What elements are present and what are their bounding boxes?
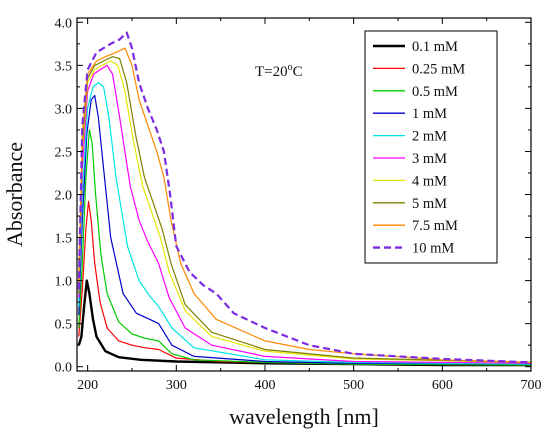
series-line (78, 129, 532, 366)
series-line (77, 31, 532, 364)
y-tick-label: 4.0 (55, 16, 73, 31)
legend-label: 2 mM (412, 129, 447, 145)
temperature-annotation: T=20oC (255, 62, 303, 80)
legend-label: 3 mM (412, 151, 447, 167)
temperature-annotation-base: T=20 (255, 64, 288, 80)
y-tick-label: 0.5 (55, 318, 73, 333)
legend-label: 0.1 mM (412, 39, 458, 55)
legend-label: 4 mM (412, 173, 447, 189)
y-tick-label: 3.0 (55, 102, 73, 117)
y-axis-title: Absorbance (2, 142, 27, 247)
y-tick-label: 2.0 (55, 189, 73, 204)
y-tick-label: 0.0 (55, 361, 73, 376)
series-line (78, 64, 532, 364)
temperature-annotation-sup: o (288, 62, 293, 73)
x-tick-label: 500 (343, 378, 364, 393)
plot-lines (77, 31, 532, 367)
legend: 0.1 mM 0.25 mM 0.5 mM 1 mM 2 mM 3 mM 4 mM 5 mM 7… (364, 30, 498, 264)
x-tick-label: 600 (432, 378, 453, 393)
y-tick-label: 1.5 (55, 232, 73, 247)
series-line (78, 60, 532, 363)
legend-box (364, 30, 498, 264)
x-tick-label: 700 (521, 378, 542, 393)
axis-ticks: 200 300 400 500 600 700 0.0 0.5 1.0 1.5 2.0 2.5 3.0 3… (55, 16, 542, 393)
x-tick-label: 400 (254, 378, 275, 393)
y-tick-label: 3.5 (55, 59, 73, 74)
series-line (78, 94, 532, 365)
series-line (78, 56, 532, 363)
legend-label: 0.5 mM (412, 84, 458, 100)
y-tick-label: 2.5 (55, 145, 73, 160)
x-axis-title: wavelength [nm] (229, 404, 379, 429)
legend-label: 1 mM (412, 106, 447, 122)
y-tick-label: 1.0 (55, 275, 73, 290)
series-line (78, 47, 532, 363)
series-line (78, 81, 532, 365)
series-line (77, 279, 531, 367)
x-tick-label: 200 (77, 378, 98, 393)
x-tick-label: 300 (166, 378, 187, 393)
temperature-annotation-tail: C (293, 64, 303, 80)
legend-label: 5 mM (412, 196, 447, 212)
legend-label: 0.25 mM (412, 61, 465, 77)
legend-label: 7.5 mM (412, 218, 458, 234)
legend-label: 10 mM (412, 241, 454, 257)
